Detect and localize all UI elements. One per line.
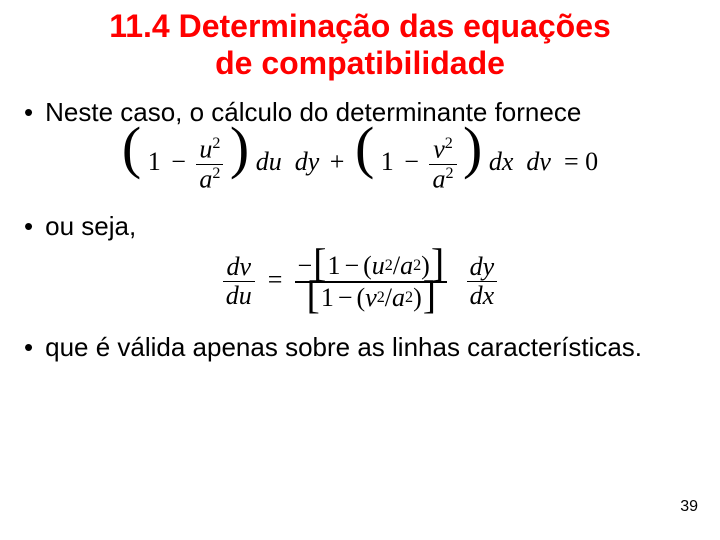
- eq2-one-top: 1: [327, 253, 340, 279]
- eq2-rhs-den: dx: [467, 281, 498, 309]
- equation-2: dv du = − [ 1 − (u2/a2) ] [ 1 − (v2/a2): [24, 251, 696, 313]
- eq1-a2-exp: 2: [445, 165, 453, 182]
- eq1-frac-u2a2: u2 a2: [196, 136, 223, 192]
- eq2-rhs: dy dx: [467, 254, 498, 309]
- bullet-dot-icon: •: [24, 96, 33, 129]
- eq2-one-bot: 1: [321, 285, 334, 311]
- eq1-dx: dx: [489, 147, 514, 176]
- eq1-u-exp: 2: [212, 135, 220, 152]
- bullet-dot-icon: •: [24, 331, 33, 364]
- eq1-minus-b: −: [404, 147, 419, 176]
- eq1-minus-a: −: [171, 147, 186, 176]
- bullet-dot-icon: •: [24, 210, 33, 243]
- title-line-1: 11.4 Determinação das equações: [109, 8, 611, 44]
- eq1-a1: a: [199, 164, 212, 193]
- eq2-lhs-den: du: [223, 281, 255, 309]
- eq2-a-bot: a: [392, 285, 405, 311]
- eq2-a-top: a: [400, 253, 413, 279]
- eq1-v: v: [433, 135, 445, 164]
- bullet-2: • ou seja,: [24, 210, 696, 243]
- eq2-minus-top: −: [344, 253, 359, 279]
- eq1-du: du: [256, 147, 282, 176]
- bullet-2-text: ou seja,: [45, 210, 696, 243]
- slide: 11.4 Determinação das equações de compat…: [0, 0, 720, 540]
- eq2-u: u: [372, 253, 385, 279]
- eq1-plus: +: [330, 147, 345, 176]
- eq1-u: u: [199, 135, 212, 164]
- slide-title: 11.4 Determinação das equações de compat…: [24, 8, 696, 82]
- eq2-lhs-num: dv: [224, 254, 255, 281]
- eq1-one-b: 1: [381, 147, 394, 176]
- eq2-bigfrac: − [ 1 − (u2/a2) ] [ 1 − (v2/a2) ]: [295, 251, 447, 313]
- eq1-one-a: 1: [148, 147, 161, 176]
- eq1-frac-v2a2: v2 a2: [429, 136, 456, 192]
- eq1-eq0: = 0: [564, 147, 598, 176]
- page-number: 39: [680, 498, 698, 516]
- title-line-2: de compatibilidade: [215, 45, 505, 81]
- eq1-a2: a: [432, 164, 445, 193]
- eq2-v-exp: 2: [377, 290, 385, 306]
- eq2-u-exp: 2: [385, 258, 393, 274]
- eq2-equals: =: [268, 265, 283, 294]
- eq2-minus-bot: −: [338, 285, 353, 311]
- bullet-3: • que é válida apenas sobre as linhas ca…: [24, 331, 696, 364]
- equation-1: ( 1 − u2 a2 ) du dy + ( 1 − v2 a2 ) dx d…: [24, 136, 696, 192]
- eq1-dy: dy: [295, 147, 320, 176]
- bullet-3-text: que é válida apenas sobre as linhas cara…: [45, 331, 696, 364]
- eq2-v: v: [365, 285, 377, 311]
- eq1-dv: dv: [526, 147, 551, 176]
- eq2-a-bot-exp: 2: [405, 290, 413, 306]
- eq1-a1-exp: 2: [212, 165, 220, 182]
- eq2-a-top-exp: 2: [413, 258, 421, 274]
- eq2-lhs: dv du: [223, 254, 255, 309]
- eq1-v-exp: 2: [445, 135, 453, 152]
- eq2-rhs-num: dy: [467, 254, 498, 281]
